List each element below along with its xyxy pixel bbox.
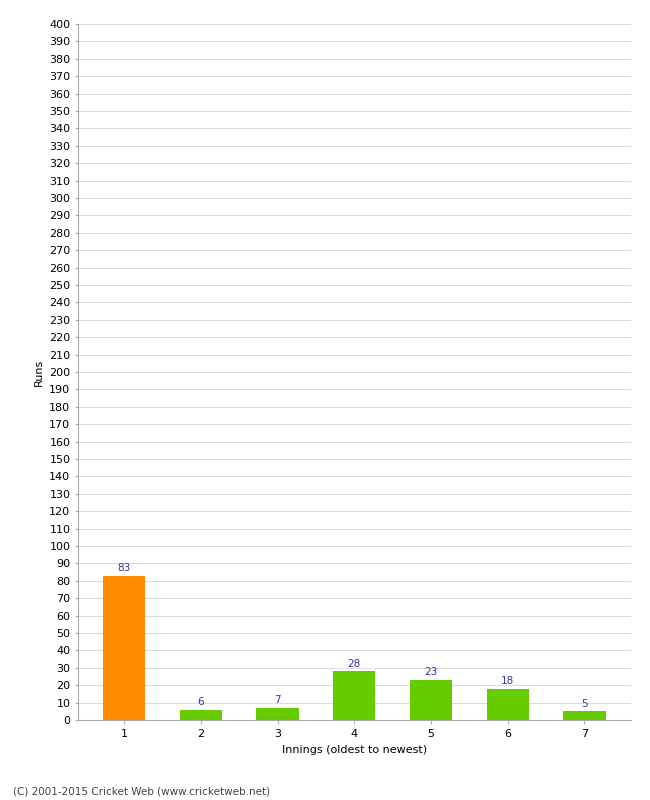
Bar xyxy=(103,575,145,720)
Bar xyxy=(487,689,529,720)
Text: (C) 2001-2015 Cricket Web (www.cricketweb.net): (C) 2001-2015 Cricket Web (www.cricketwe… xyxy=(13,786,270,796)
Bar xyxy=(256,708,298,720)
Bar xyxy=(179,710,222,720)
Text: 28: 28 xyxy=(348,658,361,669)
Y-axis label: Runs: Runs xyxy=(34,358,44,386)
Text: 6: 6 xyxy=(198,697,204,707)
Bar xyxy=(333,671,375,720)
Text: 18: 18 xyxy=(501,676,514,686)
Bar xyxy=(564,711,606,720)
Text: 7: 7 xyxy=(274,695,281,706)
Bar xyxy=(410,680,452,720)
Text: 5: 5 xyxy=(581,698,588,709)
X-axis label: Innings (oldest to newest): Innings (oldest to newest) xyxy=(281,745,427,754)
Text: 83: 83 xyxy=(118,563,131,573)
Text: 23: 23 xyxy=(424,667,437,678)
